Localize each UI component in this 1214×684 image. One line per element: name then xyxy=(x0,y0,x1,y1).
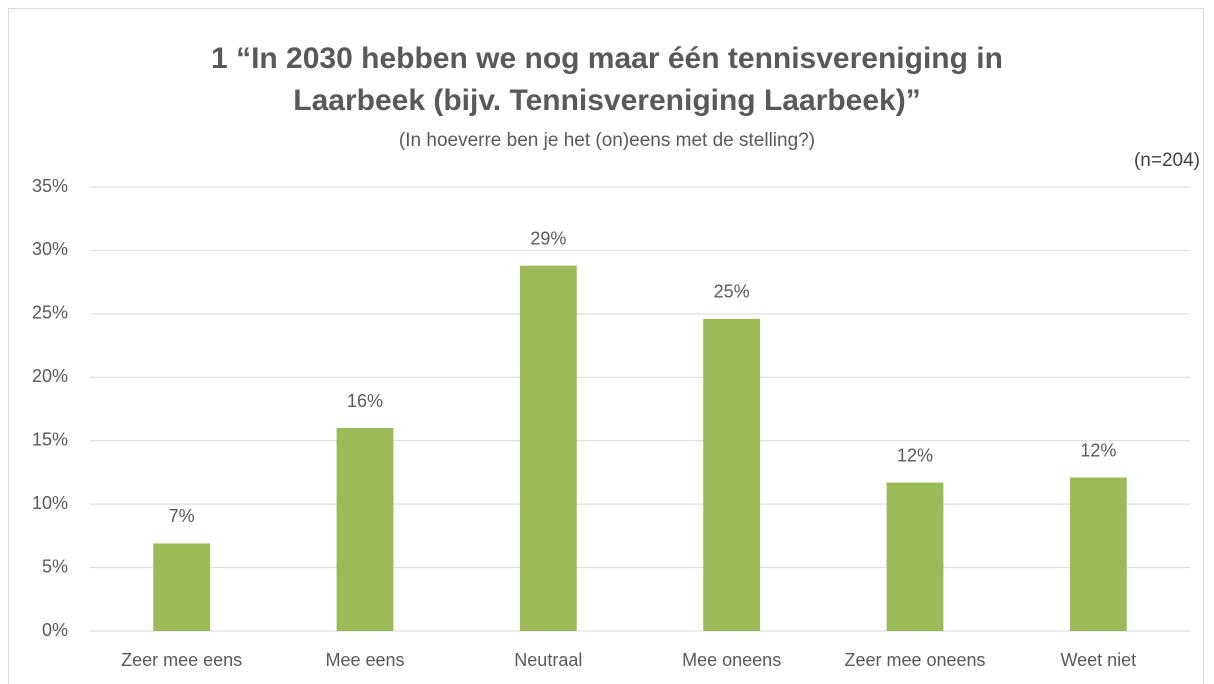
y-tick-label: 15% xyxy=(32,429,68,449)
bar xyxy=(519,265,577,631)
x-tick-label: Mee eens xyxy=(325,650,404,670)
data-label: 7% xyxy=(169,506,195,526)
data-label: 29% xyxy=(530,228,566,248)
y-tick-label: 25% xyxy=(32,303,68,323)
chart-frame xyxy=(8,8,1204,684)
x-tick-label: Weet niet xyxy=(1060,650,1136,670)
y-tick-label: 5% xyxy=(42,556,68,576)
y-tick-label: 30% xyxy=(32,239,68,259)
bar xyxy=(336,428,394,631)
x-tick-label: Zeer mee oneens xyxy=(844,650,985,670)
bar xyxy=(1069,477,1127,631)
chart-subtitle: (In hoeverre ben je het (on)eens met de … xyxy=(398,130,816,151)
sample-size: (n=204) xyxy=(1133,150,1200,171)
bar xyxy=(153,543,211,631)
x-tick-label: Neutraal xyxy=(514,650,582,670)
data-label: 12% xyxy=(1080,440,1116,460)
y-tick-label: 0% xyxy=(42,620,68,640)
bar xyxy=(886,482,944,631)
chart-title: 1 “In 2030 hebben we nog maar één tennis… xyxy=(211,42,1003,117)
y-tick-label: 35% xyxy=(32,176,68,196)
data-label: 16% xyxy=(347,391,383,411)
y-tick-label: 10% xyxy=(32,493,68,513)
y-tick-label: 20% xyxy=(32,366,68,386)
data-label: 12% xyxy=(897,445,933,465)
x-tick-label: Mee oneens xyxy=(682,650,781,670)
bar xyxy=(703,318,761,631)
x-tick-label: Zeer mee eens xyxy=(121,650,242,670)
data-label: 25% xyxy=(714,282,750,302)
